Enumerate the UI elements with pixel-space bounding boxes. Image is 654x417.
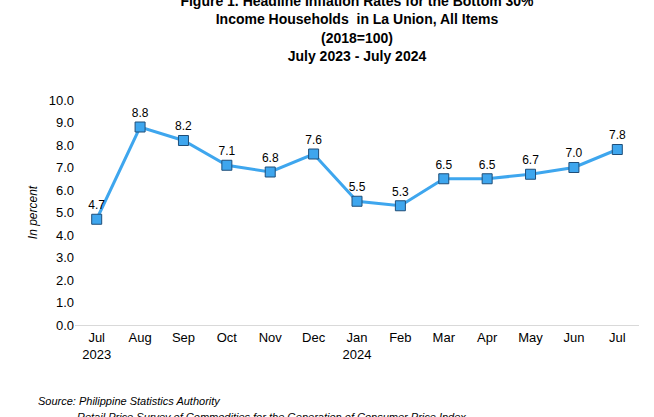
svg-text:Apr: Apr [477,330,498,345]
svg-text:7.0: 7.0 [56,160,74,175]
svg-text:May: May [518,330,543,345]
svg-text:1.0: 1.0 [56,295,74,310]
svg-text:7.0: 7.0 [566,146,583,160]
svg-text:Jan2024: Jan2024 [343,330,372,362]
svg-text:8.0: 8.0 [56,138,74,153]
svg-text:6.8: 6.8 [262,151,279,165]
svg-text:Source: Philippine Statistics: Source: Philippine Statistics Authority [38,395,221,407]
svg-text:5.3: 5.3 [392,185,409,199]
svg-text:Oct: Oct [217,330,238,345]
svg-text:7.6: 7.6 [305,133,322,147]
svg-text:Dec: Dec [302,330,326,345]
svg-text:3.0: 3.0 [56,250,74,265]
svg-text:Mar: Mar [433,330,456,345]
svg-text:Jun: Jun [563,330,584,345]
svg-text:2.0: 2.0 [56,273,74,288]
svg-text:Feb: Feb [389,330,411,345]
svg-text:10.0: 10.0 [49,93,74,108]
svg-text:8.2: 8.2 [175,119,192,133]
svg-text:5.0: 5.0 [56,205,74,220]
svg-text:4.0: 4.0 [56,228,74,243]
svg-text:6.0: 6.0 [56,183,74,198]
svg-text:7.1: 7.1 [219,144,236,158]
svg-text:0.0: 0.0 [56,318,74,333]
svg-text:6.5: 6.5 [479,158,496,172]
svg-text:Figure 1. Headline Inflation R: Figure 1. Headline Inflation Rates for t… [180,0,534,64]
svg-text:9.0: 9.0 [56,115,74,130]
svg-text:Sep: Sep [172,330,195,345]
svg-text:Nov: Nov [259,330,283,345]
svg-text:6.7: 6.7 [522,153,539,167]
svg-text:7.8: 7.8 [609,128,626,142]
svg-text:4.7: 4.7 [88,198,105,212]
svg-text:Aug: Aug [129,330,152,345]
svg-text:6.5: 6.5 [435,158,452,172]
svg-text:5.5: 5.5 [349,180,366,194]
svg-text:In percent: In percent [26,185,40,239]
svg-text:Retail Price Survey of Commodi: Retail Price Survey of Commodities for t… [77,411,466,417]
svg-text:Jul2023: Jul2023 [82,330,111,362]
svg-text:Jul: Jul [609,330,626,345]
svg-text:8.8: 8.8 [132,106,149,120]
